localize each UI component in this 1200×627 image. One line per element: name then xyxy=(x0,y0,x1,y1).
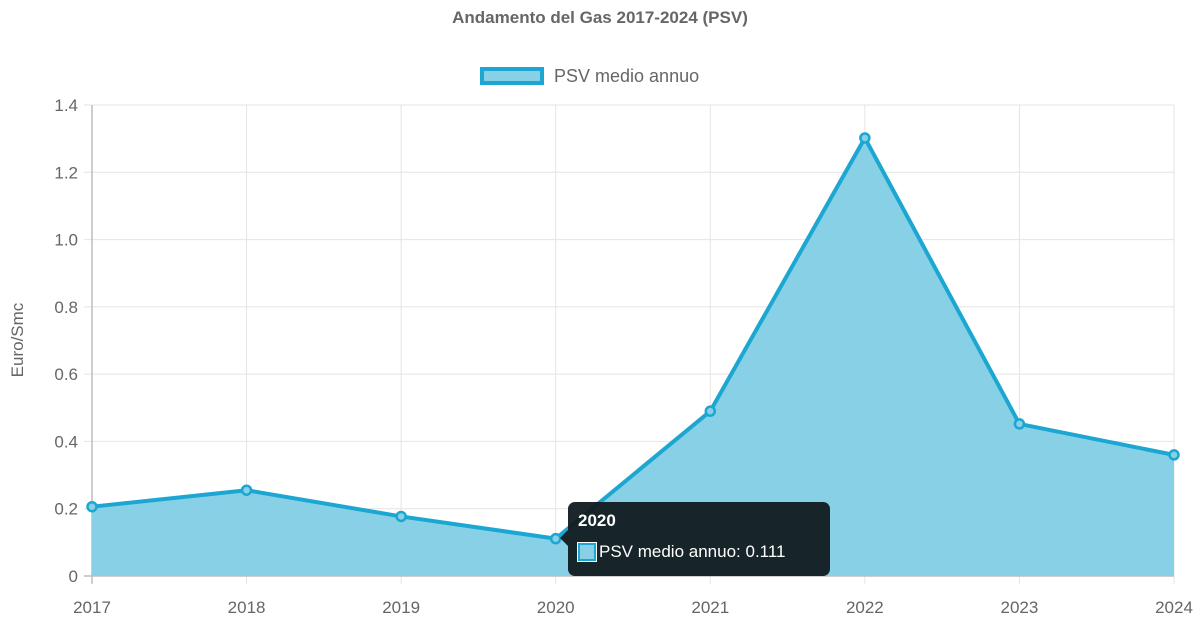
y-tick-label: 1.4 xyxy=(54,96,78,115)
tooltip-label: PSV medio annuo: 0.111 xyxy=(599,542,786,561)
x-tick-label: 2023 xyxy=(1001,598,1039,617)
chart-title: Andamento del Gas 2017-2024 (PSV) xyxy=(452,8,748,27)
data-point xyxy=(86,500,98,513)
series-line xyxy=(91,135,1175,541)
data-point xyxy=(704,405,717,417)
data-point xyxy=(395,510,407,523)
area-fill xyxy=(92,137,1174,576)
data-point xyxy=(549,532,562,545)
y-tick-label: 0.8 xyxy=(54,298,78,317)
y-tick-label: 0.4 xyxy=(54,432,78,451)
data-point xyxy=(240,484,253,496)
x-tick-label: 2022 xyxy=(846,598,884,617)
tooltip-caret xyxy=(560,530,568,546)
legend-label: PSV medio annuo xyxy=(554,65,700,86)
x-tick-label: 2021 xyxy=(691,598,729,617)
legend-item[interactable]: PSV medio annuo xyxy=(480,64,699,88)
y-tick-label: 1.0 xyxy=(54,231,78,250)
data-point xyxy=(1168,449,1180,461)
y-tick-label: 0.2 xyxy=(54,500,78,519)
x-tick-label: 2018 xyxy=(228,598,266,617)
legend-swatch xyxy=(480,67,544,85)
tooltip-title: 2020 xyxy=(578,511,616,530)
tooltip-swatch xyxy=(577,542,597,562)
y-tick-label: 0.6 xyxy=(54,365,78,384)
x-tick-label: 2024 xyxy=(1155,598,1193,617)
y-tick-label: 0 xyxy=(69,567,78,586)
tooltip-body: PSV medio annuo: 0.111 xyxy=(577,542,786,562)
y-tick-label: 1.2 xyxy=(54,163,78,182)
x-tick-label: 2017 xyxy=(73,598,111,617)
x-tick-label: 2020 xyxy=(537,598,575,617)
x-tick-label: 2019 xyxy=(382,598,420,617)
data-point xyxy=(1013,418,1026,430)
data-point xyxy=(859,132,871,144)
tooltip: 2020 PSV medio annuo: 0.111 xyxy=(560,502,830,576)
